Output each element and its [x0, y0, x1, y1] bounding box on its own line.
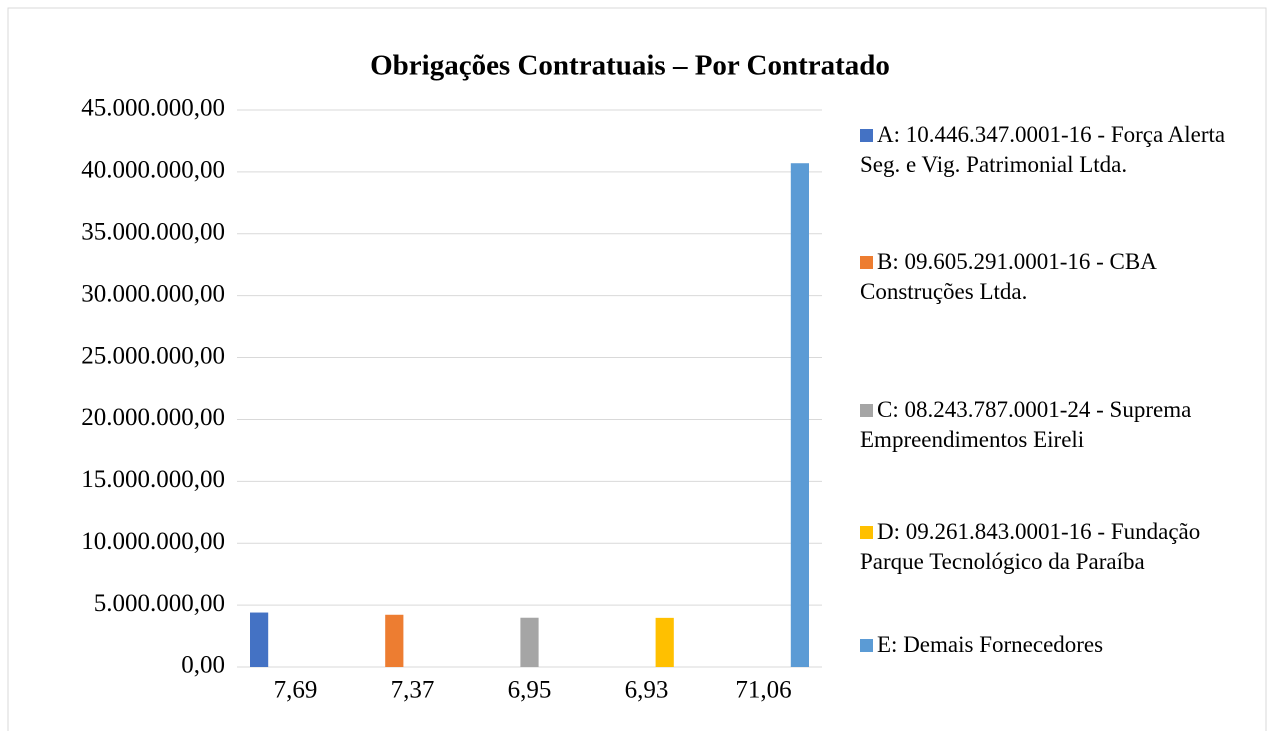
legend-swatch — [860, 526, 873, 539]
y-tick-label: 45.000.000,00 — [81, 95, 225, 122]
x-tick-label: 6,95 — [508, 677, 552, 704]
y-tick-label: 5.000.000,00 — [94, 590, 225, 617]
x-tick-label: 7,37 — [391, 677, 435, 704]
legend-swatch — [860, 256, 873, 269]
y-tick-label: 30.000.000,00 — [81, 280, 225, 307]
legend-swatch — [860, 129, 873, 142]
x-tick-label: 6,93 — [625, 677, 669, 704]
legend-entry: C: 08.243.787.0001-24 - Suprema Empreend… — [860, 395, 1255, 455]
legend-entry: E: Demais Fornecedores — [860, 630, 1255, 660]
bar — [790, 163, 809, 668]
bar — [250, 612, 269, 667]
legend-label: A: 10.446.347.0001-16 - Força Alerta Seg… — [860, 122, 1226, 177]
legend-label: D: 09.261.843.0001-16 - Fundação Parque … — [860, 519, 1201, 574]
bar — [655, 617, 674, 667]
legend-swatch — [860, 404, 873, 417]
legend-label: E: Demais Fornecedores — [877, 632, 1104, 657]
y-tick-label: 0,00 — [181, 652, 225, 679]
y-tick-label: 20.000.000,00 — [81, 404, 225, 431]
y-tick-label: 35.000.000,00 — [81, 219, 225, 246]
legend-entry: D: 09.261.843.0001-16 - Fundação Parque … — [860, 517, 1255, 577]
y-tick-label: 10.000.000,00 — [81, 528, 225, 555]
bar — [520, 617, 539, 667]
legend-entry: A: 10.446.347.0001-16 - Força Alerta Seg… — [860, 120, 1255, 180]
legend-entry: B: 09.605.291.0001-16 - CBA Construções … — [860, 247, 1255, 307]
y-tick-label: 15.000.000,00 — [81, 466, 225, 493]
y-tick-label: 40.000.000,00 — [81, 157, 225, 184]
chart-border — [7, 7, 1267, 731]
x-tick-label: 71,06 — [735, 677, 791, 704]
legend-label: C: 08.243.787.0001-24 - Suprema Empreend… — [860, 397, 1192, 452]
legend-label: B: 09.605.291.0001-16 - CBA Construções … — [860, 249, 1156, 304]
y-tick-label: 25.000.000,00 — [81, 342, 225, 369]
chart-title: Obrigações Contratuais – Por Contratado — [370, 50, 890, 82]
x-tick-label: 7,69 — [274, 677, 318, 704]
legend-swatch — [860, 639, 873, 652]
bar — [385, 614, 404, 667]
